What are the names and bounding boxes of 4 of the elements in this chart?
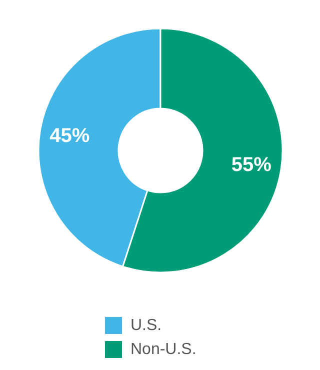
data-label: 45% — [50, 125, 90, 148]
data-label: 55% — [231, 154, 272, 176]
legend-label: U.S. — [130, 317, 162, 334]
legend-label: Non-U.S. — [130, 341, 196, 358]
